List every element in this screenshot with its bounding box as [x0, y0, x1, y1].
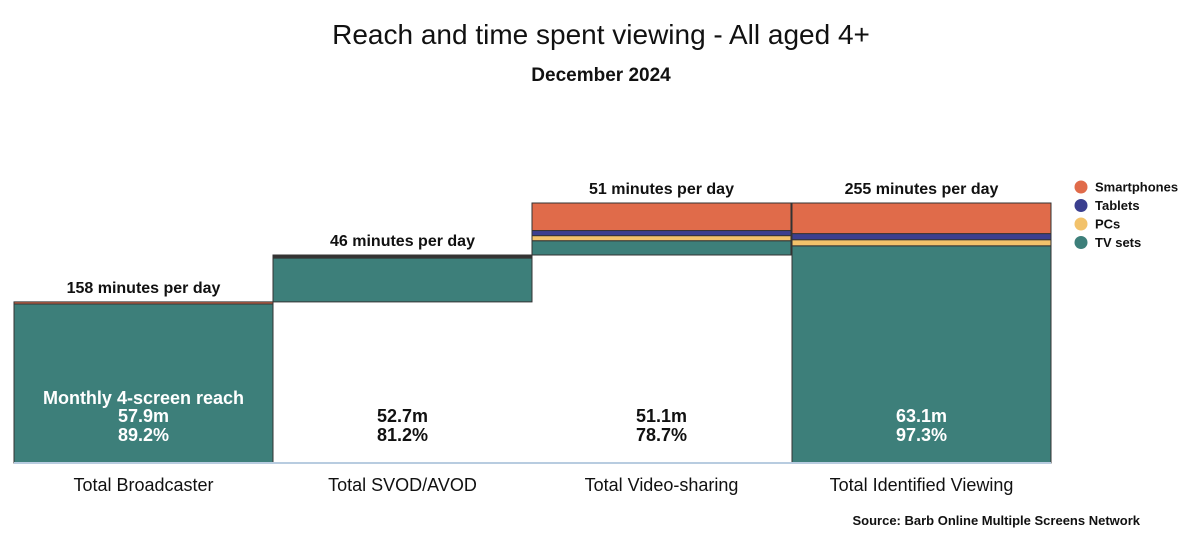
legend-swatch-tv-sets	[1074, 236, 1088, 249]
bar-segment-tv-sets-1	[13, 303, 274, 464]
category-label-4: Total Identified Viewing	[830, 475, 1014, 495]
reach-percent-2: 81.2%	[377, 425, 428, 445]
chart-title: Reach and time spent viewing - All aged …	[332, 19, 870, 50]
reach-millions-2: 52.7m	[377, 406, 428, 426]
bar-segment-smartphones-3	[531, 202, 792, 232]
legend-swatch-pcs	[1074, 217, 1088, 231]
bars-group	[13, 202, 1052, 464]
legend-swatch-smartphones	[1074, 180, 1088, 194]
legend-label-tv-sets: TV sets	[1095, 235, 1141, 250]
reach-percent-4: 97.3%	[896, 425, 947, 445]
reach-intro-label: Monthly 4-screen reach	[43, 388, 244, 408]
legend-label-pcs: PCs	[1095, 217, 1120, 232]
reach-millions-1: 57.9m	[118, 406, 169, 426]
bar-segment-tablets-4	[791, 233, 1052, 241]
category-label-1: Total Broadcaster	[73, 475, 213, 495]
bar-segment-smartphones-1	[13, 301, 274, 305]
legend-swatch-tablets	[1074, 199, 1088, 212]
bar-segment-tv-sets-3	[531, 240, 792, 256]
reach-millions-4: 63.1m	[896, 406, 947, 426]
bar-segment-smartphones-4	[791, 202, 1052, 235]
bar-segment-tv-sets-2	[272, 257, 533, 303]
legend-label-smartphones: Smartphones	[1095, 180, 1178, 195]
reach-millions-3: 51.1m	[636, 406, 687, 426]
minutes-label-3: 51 minutes per day	[589, 181, 734, 198]
source-note: Source: Barb Online Multiple Screens Net…	[852, 513, 1140, 528]
legend: Smartphones Tablets PCs TV sets	[1074, 180, 1178, 250]
category-label-3: Total Video-sharing	[585, 475, 739, 495]
minutes-label-1: 158 minutes per day	[67, 280, 221, 297]
minutes-label-2: 46 minutes per day	[330, 233, 475, 250]
category-label-2: Total SVOD/AVOD	[328, 475, 477, 495]
labels-group: 158 minutes per day 46 minutes per day 51 …	[43, 181, 1013, 495]
bar-segment-smartphones-2	[272, 254, 533, 257]
reach-percent-1: 89.2%	[118, 425, 169, 445]
minutes-label-4: 255 minutes per day	[845, 181, 999, 198]
legend-label-tablets: Tablets	[1095, 198, 1140, 213]
bar-segment-tablets-3	[531, 230, 792, 237]
reach-percent-3: 78.7%	[636, 425, 687, 445]
bar-segment-tv-sets-4	[791, 245, 1052, 464]
bar-segment-pcs-3	[531, 235, 792, 242]
chart-subtitle: December 2024	[531, 65, 671, 86]
bar-segment-pcs-4	[791, 239, 1052, 247]
